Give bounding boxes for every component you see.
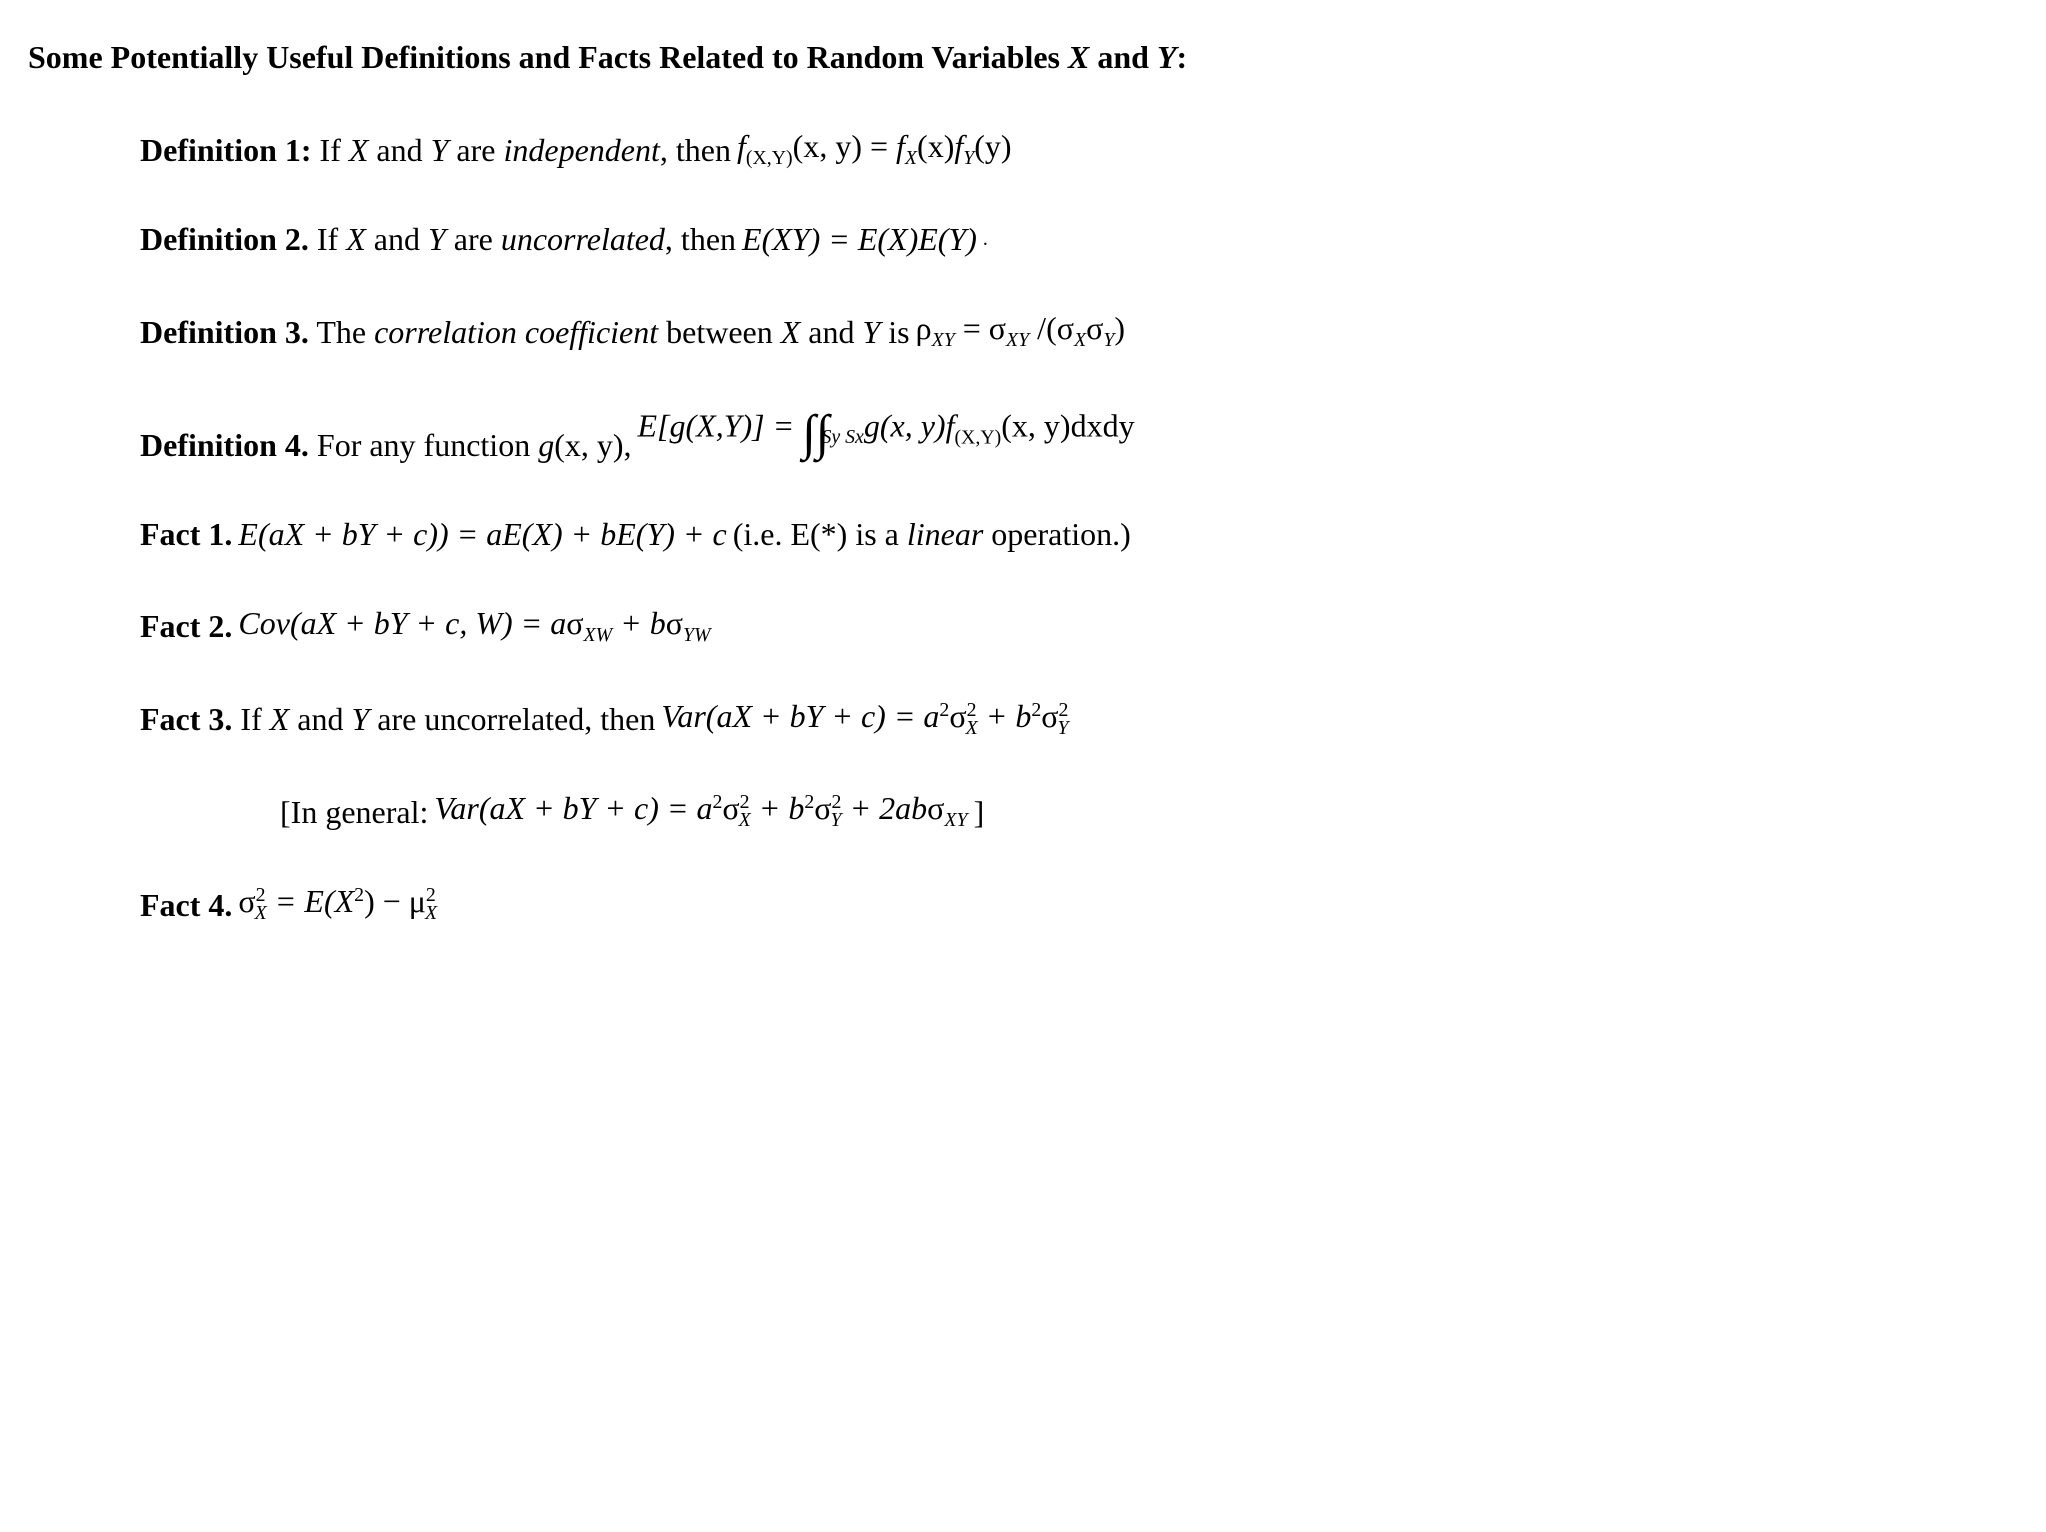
fact-4: Fact 4. σ2X = E(X2) − μ2X: [140, 880, 2018, 927]
definition-3: Definition 3. The correlation coefficien…: [140, 307, 2018, 354]
page-heading: Some Potentially Useful Definitions and …: [28, 36, 2018, 79]
heading-post: :: [1176, 39, 1187, 75]
definition-1: Definition 1: If X and Y are independent…: [140, 125, 2018, 172]
def1-mid2: are: [448, 132, 503, 168]
definition-2: Definition 2. If X and Y are uncorrelate…: [140, 218, 2018, 261]
fact2-label: Fact 2.: [140, 605, 232, 648]
heading-and: and: [1089, 39, 1157, 75]
fact4-equation: σ2X = E(X2) − μ2X: [238, 880, 437, 927]
fact2-equation: Cov(aX + bY + c, W) = aσXW + bσYW: [238, 602, 710, 649]
fact-3: Fact 3. If X and Y are uncorrelated, the…: [140, 695, 2018, 742]
def1-ital: independent: [503, 132, 659, 168]
fact3-equation: Var(aX + bY + c) = a2σ2X + b2σ2Y: [661, 695, 1068, 742]
fact1-label: Fact 1.: [140, 513, 232, 556]
def1-label: Definition 1:: [140, 132, 312, 168]
fact4-label: Fact 4.: [140, 884, 232, 927]
def1-equation: f(X,Y)(x, y) = fX(x)fY(y): [737, 125, 1012, 172]
def4-label: Definition 4.: [140, 427, 309, 463]
fact1-note: (i.e. E(*) is a linear operation.): [733, 513, 1131, 556]
fact3g-pre: [In general:: [280, 791, 428, 834]
def3-label: Definition 3.: [140, 314, 309, 350]
fact-3-general: [In general: Var(aX + bY + c) = a2σ2X + …: [280, 787, 2018, 834]
fact-1: Fact 1. E(aX + bY + c)) = aE(X) + bE(Y) …: [140, 513, 2018, 556]
def2-label: Definition 2.: [140, 221, 309, 257]
def1-y: Y: [431, 132, 449, 168]
fact3-label: Fact 3.: [140, 701, 232, 737]
def1-pre: If: [312, 132, 349, 168]
def2-period: .: [983, 226, 988, 253]
fact3g-equation: Var(aX + bY + c) = a2σ2X + b2σ2Y + 2abσX…: [434, 787, 967, 834]
def2-equation: E(XY) = E(X)E(Y): [742, 218, 977, 261]
heading-x: X: [1068, 39, 1089, 75]
heading-pre: Some Potentially Useful Definitions and …: [28, 39, 1068, 75]
fact3g-post: ]: [974, 791, 985, 834]
def1-mid1: and: [368, 132, 430, 168]
def1-x: X: [349, 132, 369, 168]
def3-equation: ρXY = σXY /(σXσY): [916, 307, 1125, 354]
heading-y: Y: [1157, 39, 1177, 75]
def1-mid3: , then: [660, 132, 731, 168]
def4-equation: E[g(X,Y)] = ∫∫Sy Sxg(x, y)f(X,Y)(x, y)dx…: [638, 400, 1135, 467]
fact1-equation: E(aX + bY + c)) = aE(X) + bE(Y) + c: [238, 513, 726, 556]
content-list: Definition 1: If X and Y are independent…: [140, 125, 2018, 927]
fact-2: Fact 2. Cov(aX + bY + c, W) = aσXW + bσY…: [140, 602, 2018, 649]
definition-4: Definition 4. For any function g(x, y), …: [140, 400, 2018, 467]
